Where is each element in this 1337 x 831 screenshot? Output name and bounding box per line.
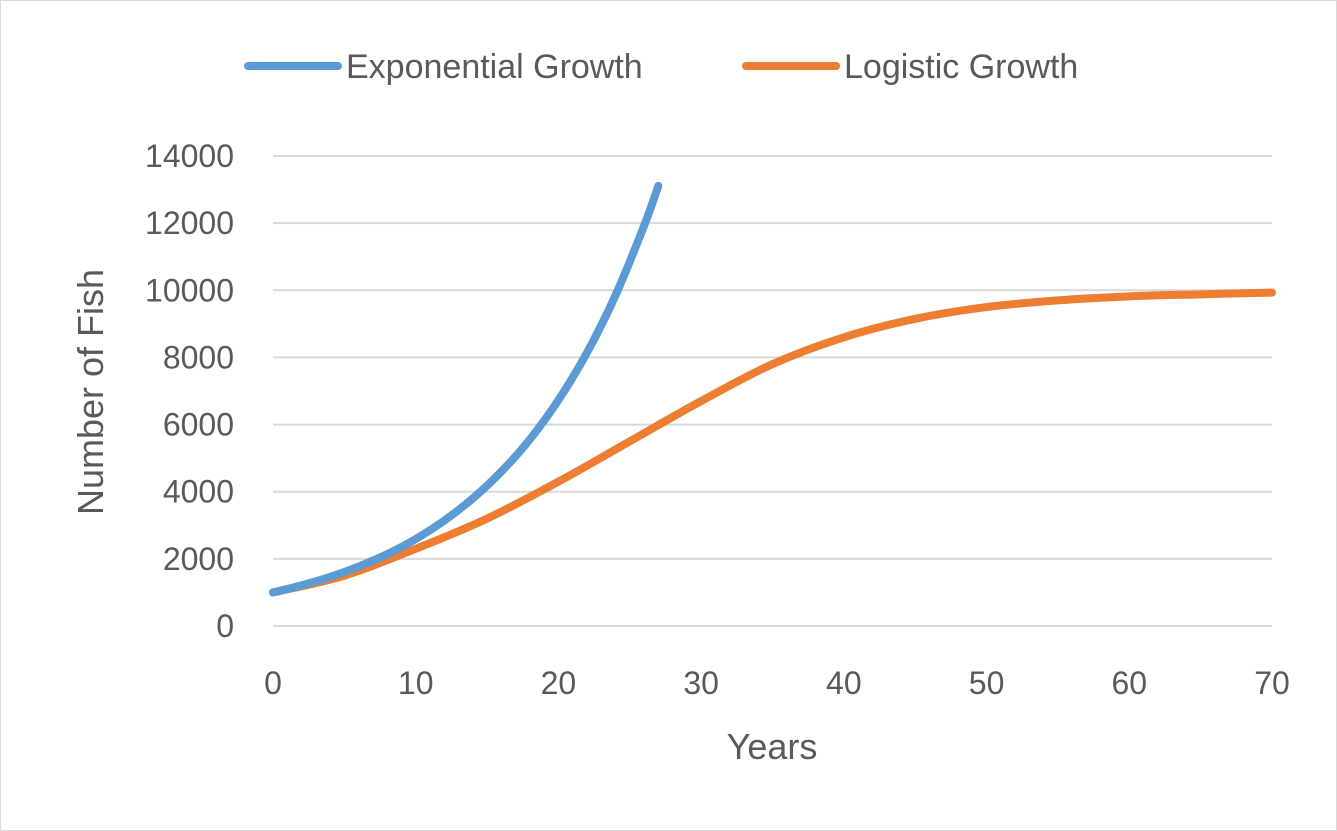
- y-tick-label: 6000: [163, 407, 234, 443]
- x-axis-title: Years: [727, 726, 818, 767]
- y-tick-label: 0: [216, 608, 234, 644]
- gridlines: [273, 155, 1272, 627]
- y-axis-ticks: 0 2000 4000 6000 8000 10000 12000 14000: [145, 138, 234, 644]
- x-tick-label: 20: [541, 665, 577, 701]
- y-axis-title: Number of Fish: [70, 269, 111, 515]
- x-tick-label: 30: [683, 665, 719, 701]
- series-lines: [269, 181, 1276, 597]
- legend-label-exponential: Exponential Growth: [346, 48, 643, 86]
- x-tick-label: 60: [1111, 665, 1147, 701]
- y-tick-label: 14000: [145, 138, 234, 174]
- y-tick-label: 10000: [145, 272, 234, 308]
- x-tick-label: 50: [969, 665, 1005, 701]
- legend: Exponential Growth Logistic Growth: [244, 48, 1078, 86]
- series-line-logistic-growth: [269, 288, 1276, 597]
- y-tick-label: 8000: [163, 339, 234, 375]
- x-axis-ticks: 0 10 20 30 40 50 60 70: [264, 665, 1290, 701]
- y-tick-label: 2000: [163, 541, 234, 577]
- series-line-exponential-growth: [269, 181, 663, 597]
- y-tick-label: 4000: [163, 474, 234, 510]
- y-tick-label: 12000: [145, 205, 234, 241]
- x-tick-label: 10: [398, 665, 434, 701]
- x-tick-label: 70: [1254, 665, 1290, 701]
- legend-label-logistic: Logistic Growth: [844, 48, 1078, 86]
- x-tick-label: 40: [826, 665, 862, 701]
- x-tick-label: 0: [264, 665, 282, 701]
